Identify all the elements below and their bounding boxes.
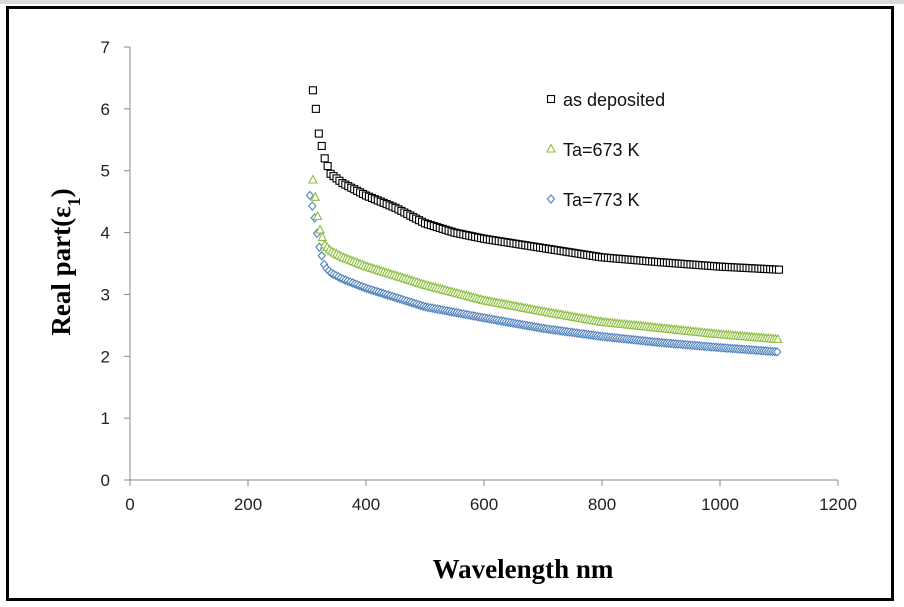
legend-marker	[546, 143, 556, 153]
data-point	[774, 265, 784, 274]
x-axis-title: Wavelength nm	[433, 554, 614, 584]
x-tick-label: 400	[352, 495, 380, 514]
y-tick-label: 7	[101, 38, 110, 57]
y-axis-title-subscript: 1	[64, 197, 84, 206]
y-axis-title-main: Real part(ε	[46, 206, 76, 335]
legend-label: as deposited	[563, 90, 665, 110]
x-tick-label: 1200	[819, 495, 857, 514]
data-point	[312, 210, 323, 221]
x-tick-label: 800	[588, 495, 616, 514]
data-point	[305, 190, 315, 201]
y-tick-label: 4	[101, 224, 110, 243]
data-point	[314, 129, 323, 138]
y-tick-label: 0	[101, 471, 110, 490]
series-layer	[305, 86, 784, 357]
data-point	[307, 174, 318, 184]
legend-marker	[546, 94, 556, 104]
legend: as deposited Ta=673 K Ta=773 K	[546, 90, 665, 210]
x-tick-label: 600	[470, 495, 498, 514]
series-diamond	[305, 190, 782, 357]
y-axis-title: Real part(ε1)	[46, 188, 84, 335]
x-tick-label: 200	[234, 495, 262, 514]
page-edge	[0, 0, 904, 4]
series-triangle	[307, 174, 783, 344]
data-point	[310, 191, 321, 201]
y-tick-label: 5	[101, 162, 110, 181]
figure-frame	[6, 6, 894, 601]
data-point	[772, 333, 783, 344]
x-tick-label: 0	[125, 495, 134, 514]
y-tick-label: 2	[101, 347, 110, 366]
y-ticks: 0 1 2 3 4 5 6 7	[101, 38, 130, 490]
legend-label: Ta=673 K	[563, 140, 640, 160]
data-point	[772, 346, 782, 357]
data-point	[323, 162, 332, 171]
y-tick-label: 1	[101, 409, 110, 428]
data-point	[311, 104, 320, 113]
data-point	[308, 201, 317, 211]
y-tick-label: 6	[101, 100, 110, 119]
data-point	[320, 154, 329, 163]
data-point	[317, 250, 326, 261]
data-point	[315, 224, 325, 234]
legend-label: Ta=773 K	[563, 190, 640, 210]
series-square	[308, 86, 784, 274]
data-point	[317, 141, 326, 151]
data-point	[317, 231, 328, 242]
x-ticks: 0 200 400 600 800 1000 1200	[125, 480, 857, 514]
y-axis-title-close: )	[46, 188, 76, 197]
y-tick-label: 3	[101, 285, 110, 304]
legend-marker	[546, 194, 556, 204]
x-tick-label: 1000	[701, 495, 739, 514]
data-point	[308, 86, 317, 95]
